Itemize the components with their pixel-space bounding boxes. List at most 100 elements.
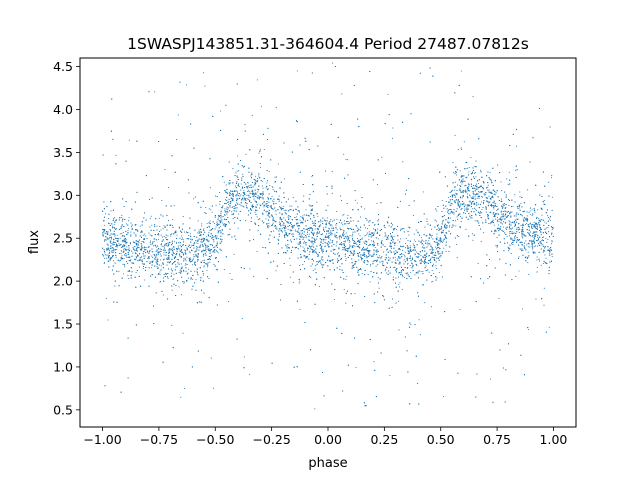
data-point [162,294,164,296]
data-point [394,243,396,245]
data-point [312,269,314,272]
data-point [455,225,457,227]
data-point [381,241,383,243]
data-point [236,190,238,192]
data-point [208,278,210,280]
data-point [437,227,439,229]
data-point [369,263,372,265]
data-point [343,288,345,291]
data-point [143,234,145,236]
data-point [415,256,417,258]
data-point [306,229,309,231]
data-point [492,222,494,224]
data-point [315,265,317,267]
data-point [359,235,361,237]
data-point [472,239,474,241]
data-point [237,155,239,157]
data-point [436,267,438,270]
data-point [157,238,159,240]
data-point [128,217,130,219]
data-point [500,221,502,223]
data-point [259,196,261,198]
data-point [396,258,398,260]
data-point [522,218,524,220]
data-point [521,241,523,244]
data-point [465,228,467,230]
data-point [125,223,128,225]
data-point [288,217,290,219]
data-point [270,207,272,209]
data-point [300,216,302,218]
data-point [120,253,122,255]
data-point [314,228,316,230]
data-point [508,235,510,237]
data-point [378,287,380,289]
data-point [502,221,505,223]
data-point [121,226,123,228]
data-point [183,281,186,283]
data-point [108,253,110,255]
data-point [106,257,108,259]
data-point [225,199,227,201]
data-point [306,233,308,235]
data-point [469,204,471,206]
data-point [464,212,467,214]
data-point [431,252,433,254]
data-point [271,200,274,202]
data-point [545,257,547,259]
data-point [452,161,454,163]
data-point [182,239,184,241]
data-point [180,268,182,270]
data-point [243,356,245,358]
data-point [185,263,187,265]
data-point [402,161,404,163]
data-point [191,264,193,266]
data-point [371,240,373,242]
data-point [254,211,256,213]
data-point [310,210,312,212]
data-point [278,221,280,223]
data-point [326,217,328,219]
data-point [148,257,150,260]
data-point [471,200,473,203]
data-point [490,204,492,206]
data-point [407,257,409,259]
data-point [487,184,489,186]
data-point [299,219,301,221]
data-point [408,226,410,228]
data-point [163,252,165,254]
data-point [228,192,231,194]
data-point [420,271,422,273]
data-point [167,186,170,189]
data-point [463,209,466,212]
data-point [221,240,223,242]
data-point [135,259,137,261]
data-point [494,202,496,204]
data-point [308,254,310,256]
data-point [531,209,533,211]
data-point [529,246,531,248]
data-point [543,287,545,289]
data-point [398,257,400,260]
data-point [349,244,351,246]
data-point [212,236,215,238]
data-point [176,234,178,236]
data-point [356,237,359,240]
data-point [219,110,222,112]
data-point [347,217,349,219]
data-point [470,156,472,159]
data-point [292,197,294,199]
data-point [496,213,498,215]
data-point [407,262,409,264]
data-point [309,247,311,249]
data-point [468,171,470,173]
data-point [470,217,472,219]
data-point [193,254,195,256]
data-point [456,184,459,186]
data-point [511,233,513,235]
data-point [135,257,137,259]
data-point [311,220,314,222]
data-point [525,217,527,219]
data-point [476,219,478,222]
data-point [203,266,205,268]
